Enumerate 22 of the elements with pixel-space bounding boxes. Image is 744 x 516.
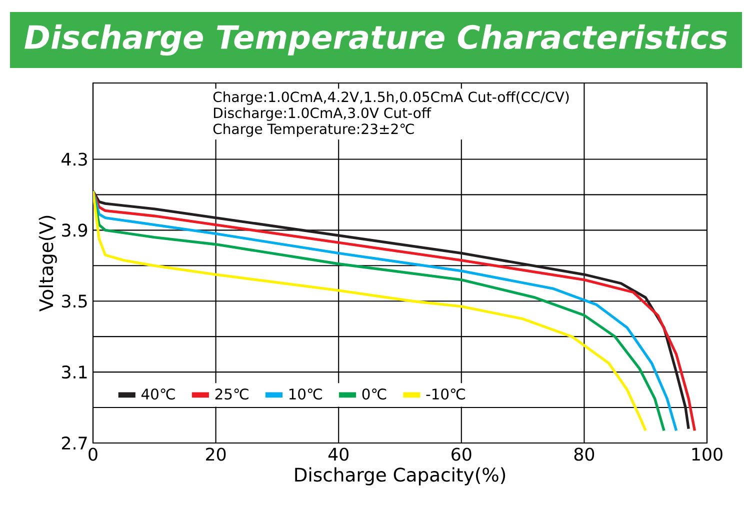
x-tick-label: 100	[692, 448, 722, 461]
legend-label: 10℃	[289, 388, 322, 400]
legend-label: 0℃	[362, 388, 386, 400]
legend-label: 25℃	[215, 388, 248, 400]
annotation: Discharge:1.0CmA,3.0V Cut-off	[214, 107, 432, 121]
chart-title: Discharge Temperature Characteristics	[24, 24, 727, 56]
y-tick-label: 2.7	[62, 436, 87, 450]
x-tick-label: 0	[88, 448, 98, 461]
y-tick-label: 3.9	[62, 224, 88, 237]
annotation: Charge:1.0CmA,4.2V,1.5h,0.05CmA Cut-off(CC/CV)	[213, 91, 569, 105]
x-tick-label: 40	[328, 448, 348, 461]
annotation: Charge Temperature:23±2℃	[213, 123, 414, 137]
x-tick-label: 20	[206, 448, 226, 461]
y-tick-label: 4.3	[62, 152, 87, 166]
x-tick-label: 60	[452, 448, 472, 461]
y-tick-label: 3.1	[62, 366, 87, 379]
y-axis-title: Voltage(V)	[38, 216, 57, 312]
y-tick-label: 3.5	[62, 294, 87, 308]
x-tick-label: 80	[574, 448, 594, 461]
legend-label: 40℃	[141, 388, 175, 400]
legend-label: -10℃	[426, 388, 465, 400]
x-axis-title: Discharge Capacity(%)	[295, 467, 506, 486]
